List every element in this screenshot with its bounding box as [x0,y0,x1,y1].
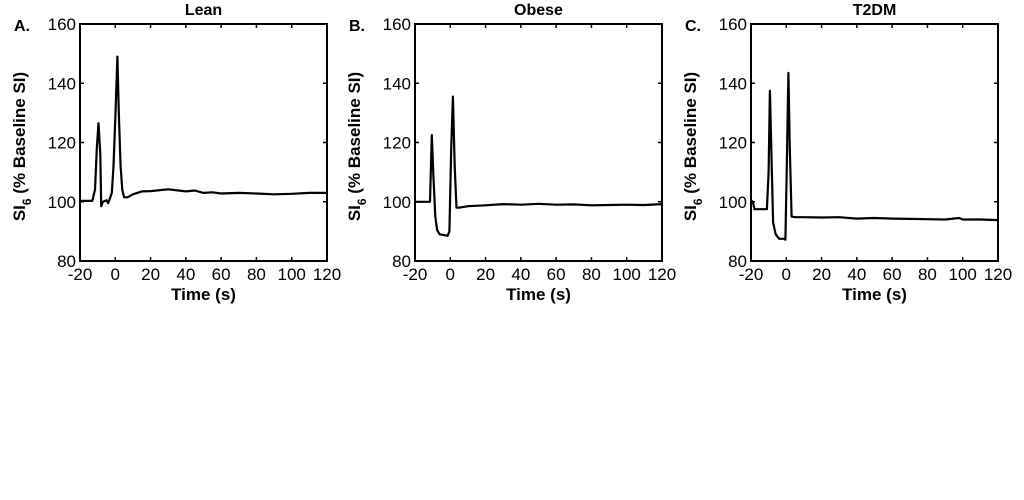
y-tick-label: 160 [719,15,747,34]
data-line [80,55,327,208]
panel-title: Lean [185,2,222,19]
x-tick-label: 80 [247,265,266,284]
panel-title: T2DM [853,2,897,19]
x-tick-label: 0 [782,265,791,284]
y-axis-label-subscript: 6 [355,198,369,205]
x-tick-label: 60 [547,265,566,284]
panel-label: A. [14,18,30,35]
x-tick-label: 40 [176,265,195,284]
x-axis-label: Time (s) [842,285,907,304]
panel-obese: -20 0 20 40 60 80 100 120 80 100 120 140 160 Obese B. T… [345,2,676,304]
y-axis-label-rest: (% Baseline SI) [681,72,700,199]
y-tick-label: 100 [383,193,411,212]
data-line [415,95,663,237]
y-tick-label: 160 [48,15,76,34]
y-axis-label-main: SI [10,205,29,221]
y-axis-label: SI6 (% Baseline SI) [345,72,369,221]
panel-label: B. [349,18,365,35]
x-tick-label: 60 [883,265,902,284]
y-axis-label-subscript: 6 [20,198,34,205]
x-tick-label: 100 [613,265,641,284]
x-tick-label: 80 [582,265,601,284]
y-tick-label: 80 [57,252,76,271]
y-axis-label: SI6 (% Baseline SI) [681,72,705,221]
x-tick-label: 20 [476,265,495,284]
x-tick-label: -20 [403,265,428,284]
y-tick-label: 140 [719,74,747,93]
y-tick-label: 100 [719,193,747,212]
x-axis-label: Time (s) [506,285,571,304]
y-tick-label: 140 [48,74,76,93]
x-tick-label: 20 [812,265,831,284]
x-axis-label: Time (s) [171,285,236,304]
x-tick-label: 80 [918,265,937,284]
x-tick-label: 40 [511,265,530,284]
y-tick-label: 80 [392,252,411,271]
y-axis-label: SI6 (% Baseline SI) [10,72,34,221]
data-line [750,71,999,241]
y-axis-label-rest: (% Baseline SI) [345,72,364,199]
y-axis-label-subscript: 6 [691,198,705,205]
y-tick-label: 160 [383,15,411,34]
y-axis-label-main: SI [681,205,700,221]
y-tick-label: 100 [48,193,76,212]
y-tick-label: 120 [719,134,747,153]
y-tick-label: 80 [728,252,747,271]
panel-label: C. [685,18,701,35]
x-tick-label: 0 [446,265,455,284]
x-tick-label: 0 [111,265,120,284]
panel-t2dm: -20 0 20 40 60 80 100 120 80 100 120 140 160 T2DM C. Ti… [681,2,1012,304]
x-tick-label: 40 [847,265,866,284]
x-tick-label: 120 [313,265,341,284]
panel-lean: -20 0 20 40 60 80 100 120 80 100 120 140 160 Lean A. Ti… [10,2,341,304]
x-tick-label: 100 [278,265,306,284]
y-tick-label: 120 [383,134,411,153]
y-axis-label-rest: (% Baseline SI) [10,72,29,199]
x-tick-label: 120 [648,265,676,284]
y-tick-label: 120 [48,134,76,153]
y-axis-label-main: SI [345,205,364,221]
x-tick-label: -20 [68,265,93,284]
x-tick-label: 120 [984,265,1012,284]
panel-title: Obese [514,2,563,19]
x-tick-label: 100 [949,265,977,284]
x-tick-label: 60 [212,265,231,284]
x-tick-label: -20 [739,265,764,284]
x-tick-label: 20 [141,265,160,284]
y-tick-label: 140 [383,74,411,93]
